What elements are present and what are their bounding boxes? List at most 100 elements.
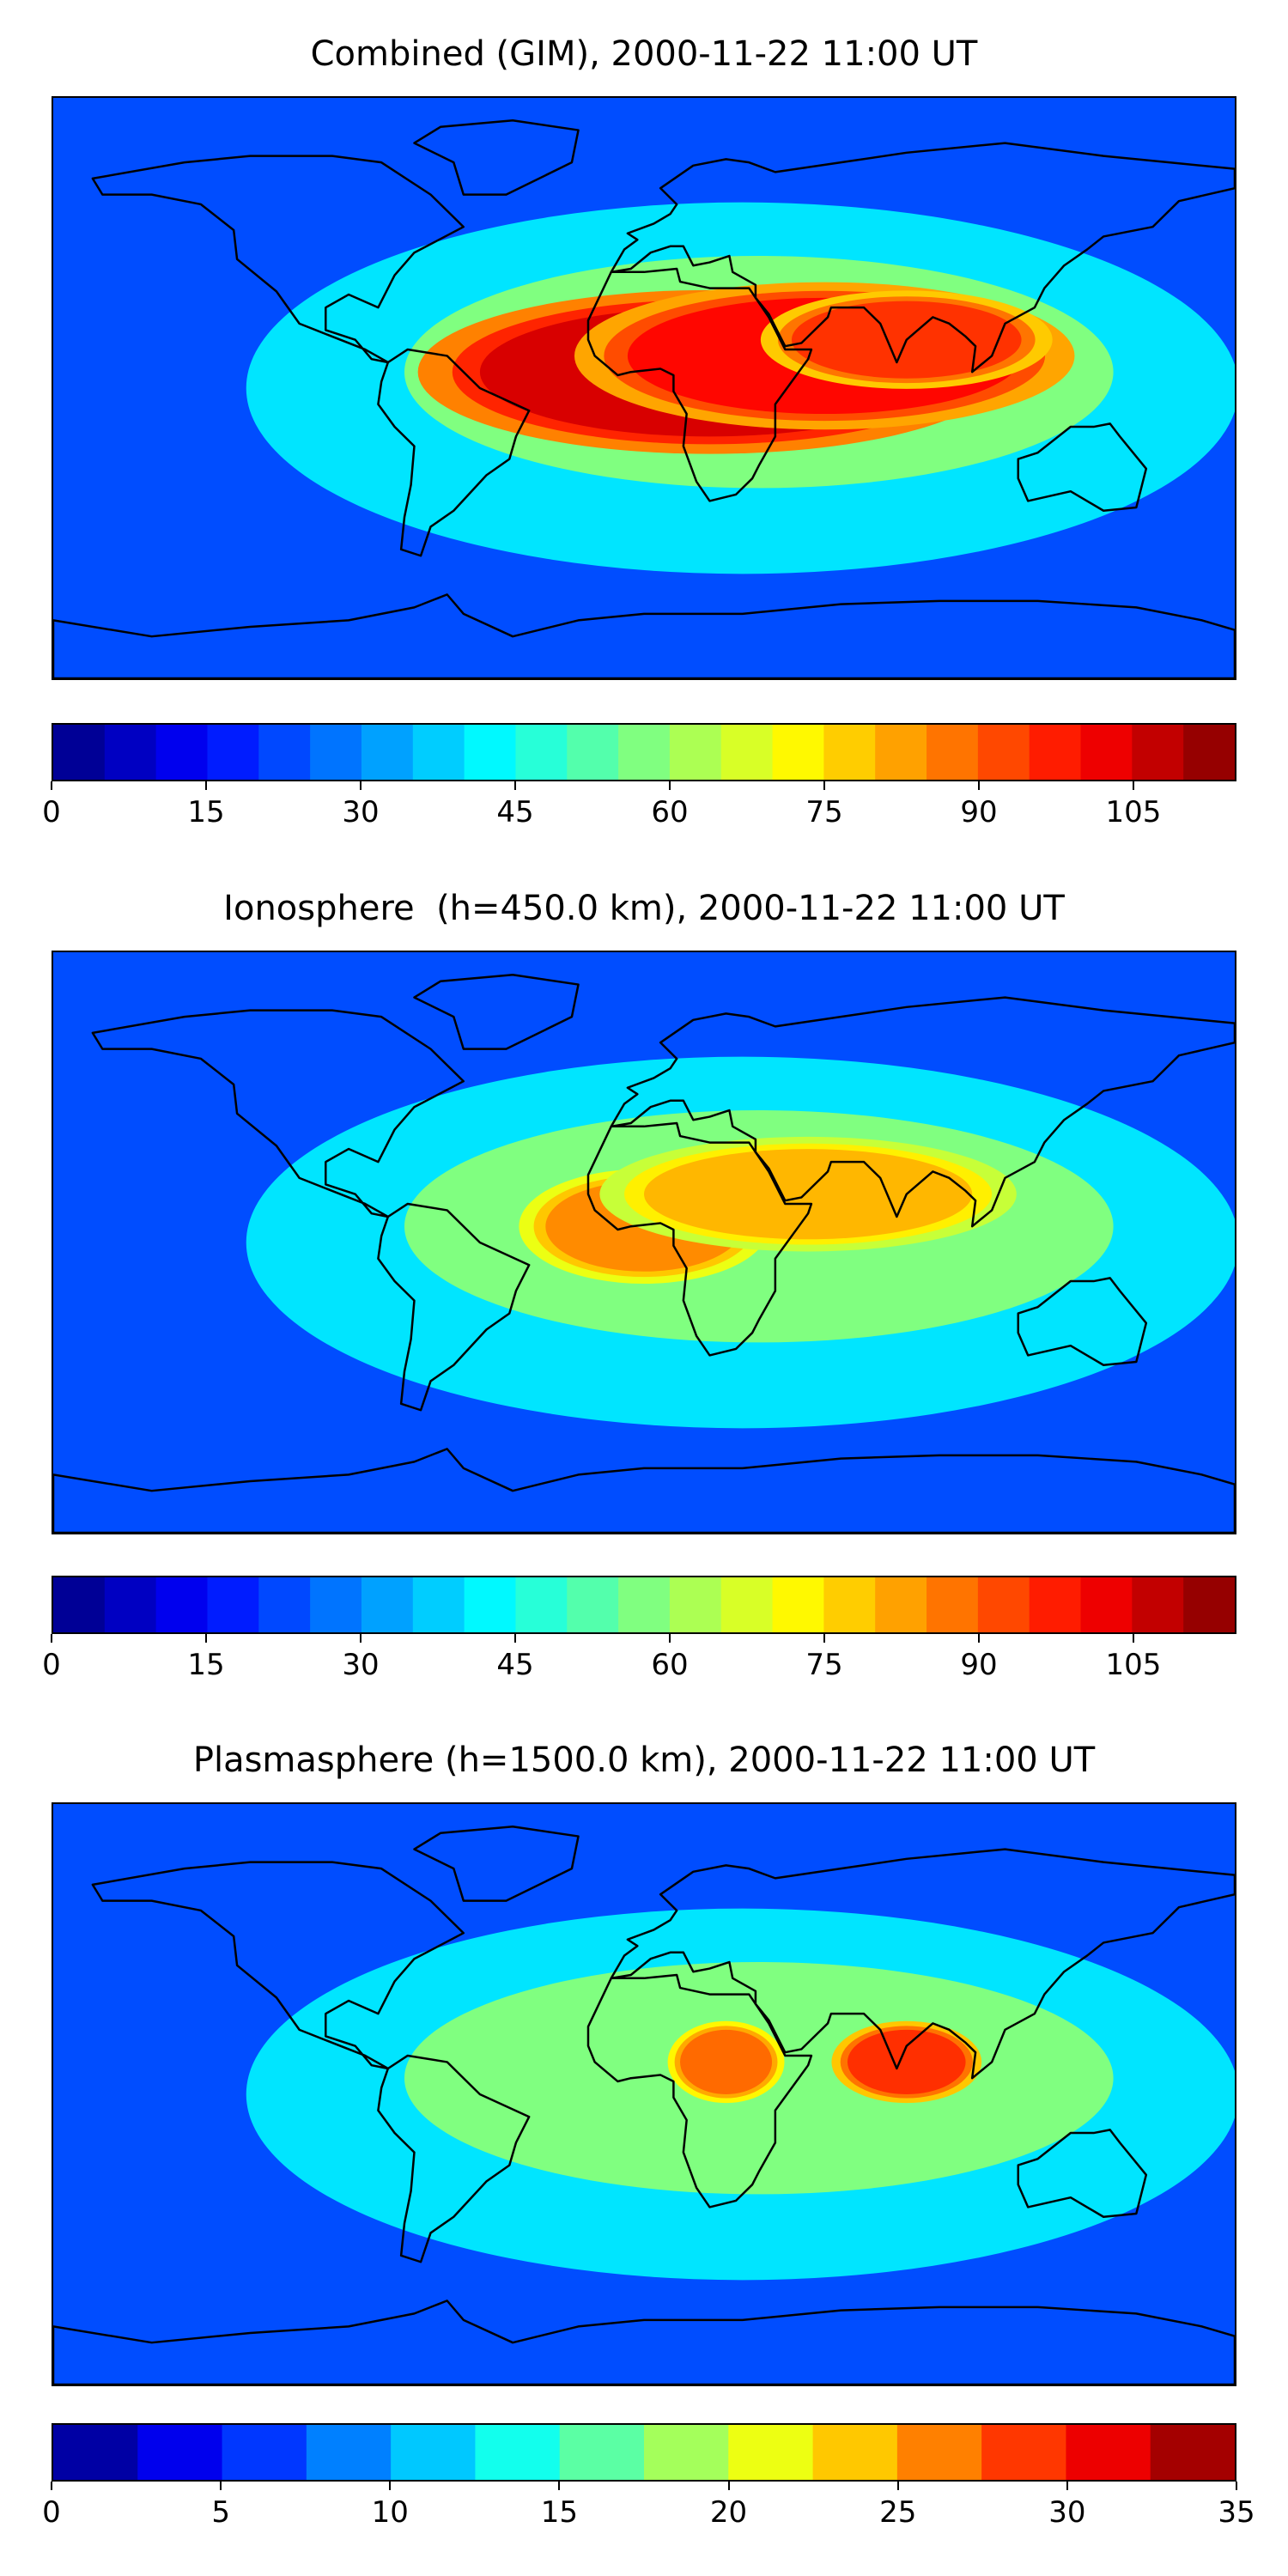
- tec-map-ionosphere: [53, 952, 1235, 1533]
- colorbar-tick: [727, 2482, 730, 2490]
- colorbar-tick: [205, 781, 207, 790]
- coastline: [377, 2054, 531, 2263]
- colorbar-tick: [669, 1634, 671, 1643]
- coastline: [610, 142, 1235, 374]
- colorbar-segment: [1132, 1577, 1184, 1632]
- colorbar-tick-label: 75: [805, 795, 843, 829]
- colorbar-segment: [310, 1577, 362, 1632]
- colorbar-segment: [104, 1577, 157, 1632]
- colorbar-tick: [896, 2482, 899, 2490]
- tec-hotspot: [847, 2029, 966, 2094]
- colorbar-segment: [618, 725, 671, 780]
- colorbar-combined: [52, 723, 1236, 781]
- colorbar-tick-label: 15: [187, 795, 225, 829]
- colorbar-tick-label: 30: [1048, 2495, 1086, 2530]
- colorbar-segment: [306, 2425, 392, 2480]
- colorbar-tick: [978, 1634, 980, 1643]
- colorbar-tick: [220, 2482, 222, 2490]
- colorbar-tick: [823, 781, 825, 790]
- colorbar-segment: [1183, 1577, 1235, 1632]
- coastline: [413, 119, 580, 196]
- colorbar-tick: [1133, 781, 1134, 790]
- colorbar-tick: [1066, 2482, 1068, 2490]
- colorbar-segment: [559, 2425, 645, 2480]
- colorbar-segment: [412, 1577, 465, 1632]
- coastline: [1017, 2129, 1148, 2218]
- colorbar-tick-label: 15: [187, 1648, 225, 1682]
- colorbar-segment: [207, 725, 259, 780]
- colorbar-segment: [464, 1577, 516, 1632]
- colorbar-segment: [1150, 2425, 1235, 2480]
- colorbar-tick: [558, 2482, 561, 2490]
- colorbar-segment: [1029, 1577, 1082, 1632]
- colorbar-segment: [1029, 725, 1082, 780]
- colorbar-tick: [51, 2482, 52, 2490]
- coastline: [1017, 422, 1148, 512]
- coastline: [413, 1826, 580, 1902]
- colorbar-tick: [978, 781, 980, 790]
- colorbar-segment: [361, 725, 414, 780]
- colorbar-segment: [361, 1577, 414, 1632]
- colorbar-segment: [720, 1577, 774, 1632]
- colorbar-tick: [51, 781, 52, 790]
- colorbar-segment: [977, 1577, 1030, 1632]
- colorbar-segment: [618, 1577, 671, 1632]
- colorbar-tick: [823, 1634, 825, 1643]
- colorbar-segment: [104, 725, 157, 780]
- colorbar-tick: [51, 1634, 52, 1643]
- colorbar-segment: [977, 725, 1030, 780]
- colorbar-tick-label: 90: [960, 795, 998, 829]
- colorbar-tick: [205, 1634, 207, 1643]
- coastline: [586, 267, 813, 502]
- coastline: [586, 1973, 813, 2208]
- map-combined: [52, 96, 1236, 680]
- colorbar-tick: [1236, 2482, 1237, 2490]
- colorbar-segment: [412, 725, 465, 780]
- colorbar-segment: [927, 725, 979, 780]
- colorbar-segment: [1132, 725, 1184, 780]
- colorbar-segment: [391, 2425, 476, 2480]
- colorbar-tick: [669, 781, 671, 790]
- colorbar-segment: [1066, 2425, 1151, 2480]
- coastline: [377, 1202, 531, 1412]
- colorbar-tick-label: 35: [1218, 2495, 1255, 2530]
- colorbar-segment: [896, 2425, 982, 2480]
- colorbar-tick-label: 20: [709, 2495, 748, 2530]
- colorbar-segment: [823, 1577, 876, 1632]
- tec-map-plasmasphere: [53, 1804, 1235, 2385]
- colorbar-segment: [875, 1577, 927, 1632]
- colorbar-segment: [644, 2425, 729, 2480]
- panel-title-plasmasphere: Plasmasphere (h=1500.0 km), 2000-11-22 1…: [192, 1741, 1096, 1780]
- coastline: [53, 1448, 1235, 1533]
- colorbar-tick-label: 0: [42, 1648, 61, 1682]
- colorbar-segment: [567, 725, 619, 780]
- colorbar-segment: [1080, 1577, 1133, 1632]
- colorbar-segment: [927, 1577, 979, 1632]
- coastline: [610, 1848, 1235, 2080]
- colorbar-tick: [360, 781, 361, 790]
- map-ionosphere: [52, 951, 1236, 1534]
- colorbar-ticks-ionosphere: 0 15 30 45 60 75 90 105: [42, 1634, 1236, 1686]
- colorbar-segment: [475, 2425, 561, 2480]
- colorbar-segment: [137, 2425, 223, 2480]
- colorbar-segment: [720, 725, 774, 780]
- colorbar-segment: [728, 2425, 814, 2480]
- colorbar-tick-label: 60: [651, 795, 689, 829]
- coastline: [1017, 1277, 1148, 1366]
- coastline: [53, 2300, 1235, 2385]
- colorbar-segment: [207, 1577, 259, 1632]
- colorbar-tick-label: 105: [1105, 795, 1162, 829]
- colorbar-segment: [53, 1577, 106, 1632]
- panel-title-combined: Combined (GIM), 2000-11-22 11:00 UT: [310, 34, 978, 74]
- colorbar-tick-label: 90: [960, 1648, 998, 1682]
- tec-map-combined: [53, 98, 1235, 678]
- colorbar-segment: [772, 725, 824, 780]
- colorbar-ionosphere: [52, 1576, 1236, 1634]
- coastline: [91, 155, 465, 364]
- colorbar-segment: [258, 1577, 311, 1632]
- colorbar-tick-label: 45: [496, 1648, 534, 1682]
- colorbar-tick-label: 45: [496, 795, 534, 829]
- colorbar-tick-label: 10: [371, 2495, 409, 2530]
- colorbar-tick-label: 15: [540, 2495, 579, 2530]
- colorbar-tick-label: 5: [211, 2495, 230, 2530]
